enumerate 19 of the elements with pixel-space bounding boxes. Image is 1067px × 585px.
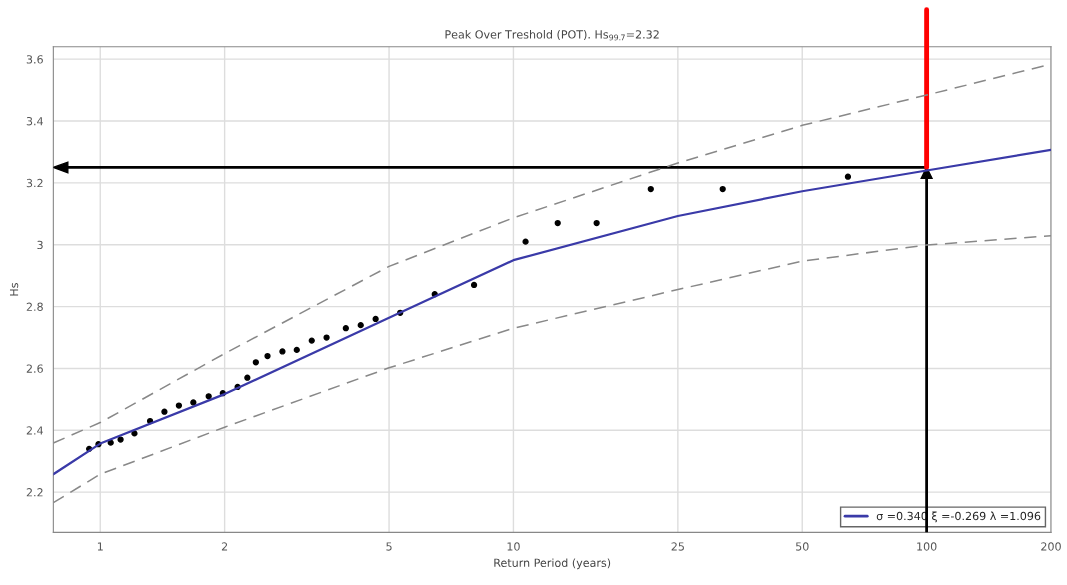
x-tick-label: 2 <box>221 542 228 551</box>
y-axis-title: Hs <box>9 283 19 296</box>
x-axis-title: Return Period (years) <box>494 558 611 570</box>
y-tick-label: 2.4 <box>26 426 43 435</box>
y-tick-label: 3 <box>37 240 43 250</box>
y-tick-label: 3.6 <box>26 55 43 64</box>
x-tick-label: 10 <box>507 542 520 551</box>
x-tick-label: 5 <box>386 542 392 551</box>
y-tick-label: 3.2 <box>26 178 43 188</box>
y-tick-label: 3.4 <box>26 117 43 126</box>
x-tick-label: 25 <box>671 542 684 551</box>
y-tick-label: 2.8 <box>26 302 43 311</box>
x-tick-label: 1 <box>97 542 103 551</box>
y-tick-label: 2.6 <box>26 364 43 373</box>
x-tick-label: 200 <box>1041 542 1061 551</box>
chart-title: Peak Over Treshold (POT). Hs$_{99.7}$=2.32 <box>445 30 659 41</box>
y-tick-label: 2.2 <box>26 488 43 497</box>
x-tick-label: 100 <box>917 542 937 551</box>
x-tick-label: 50 <box>796 542 809 551</box>
